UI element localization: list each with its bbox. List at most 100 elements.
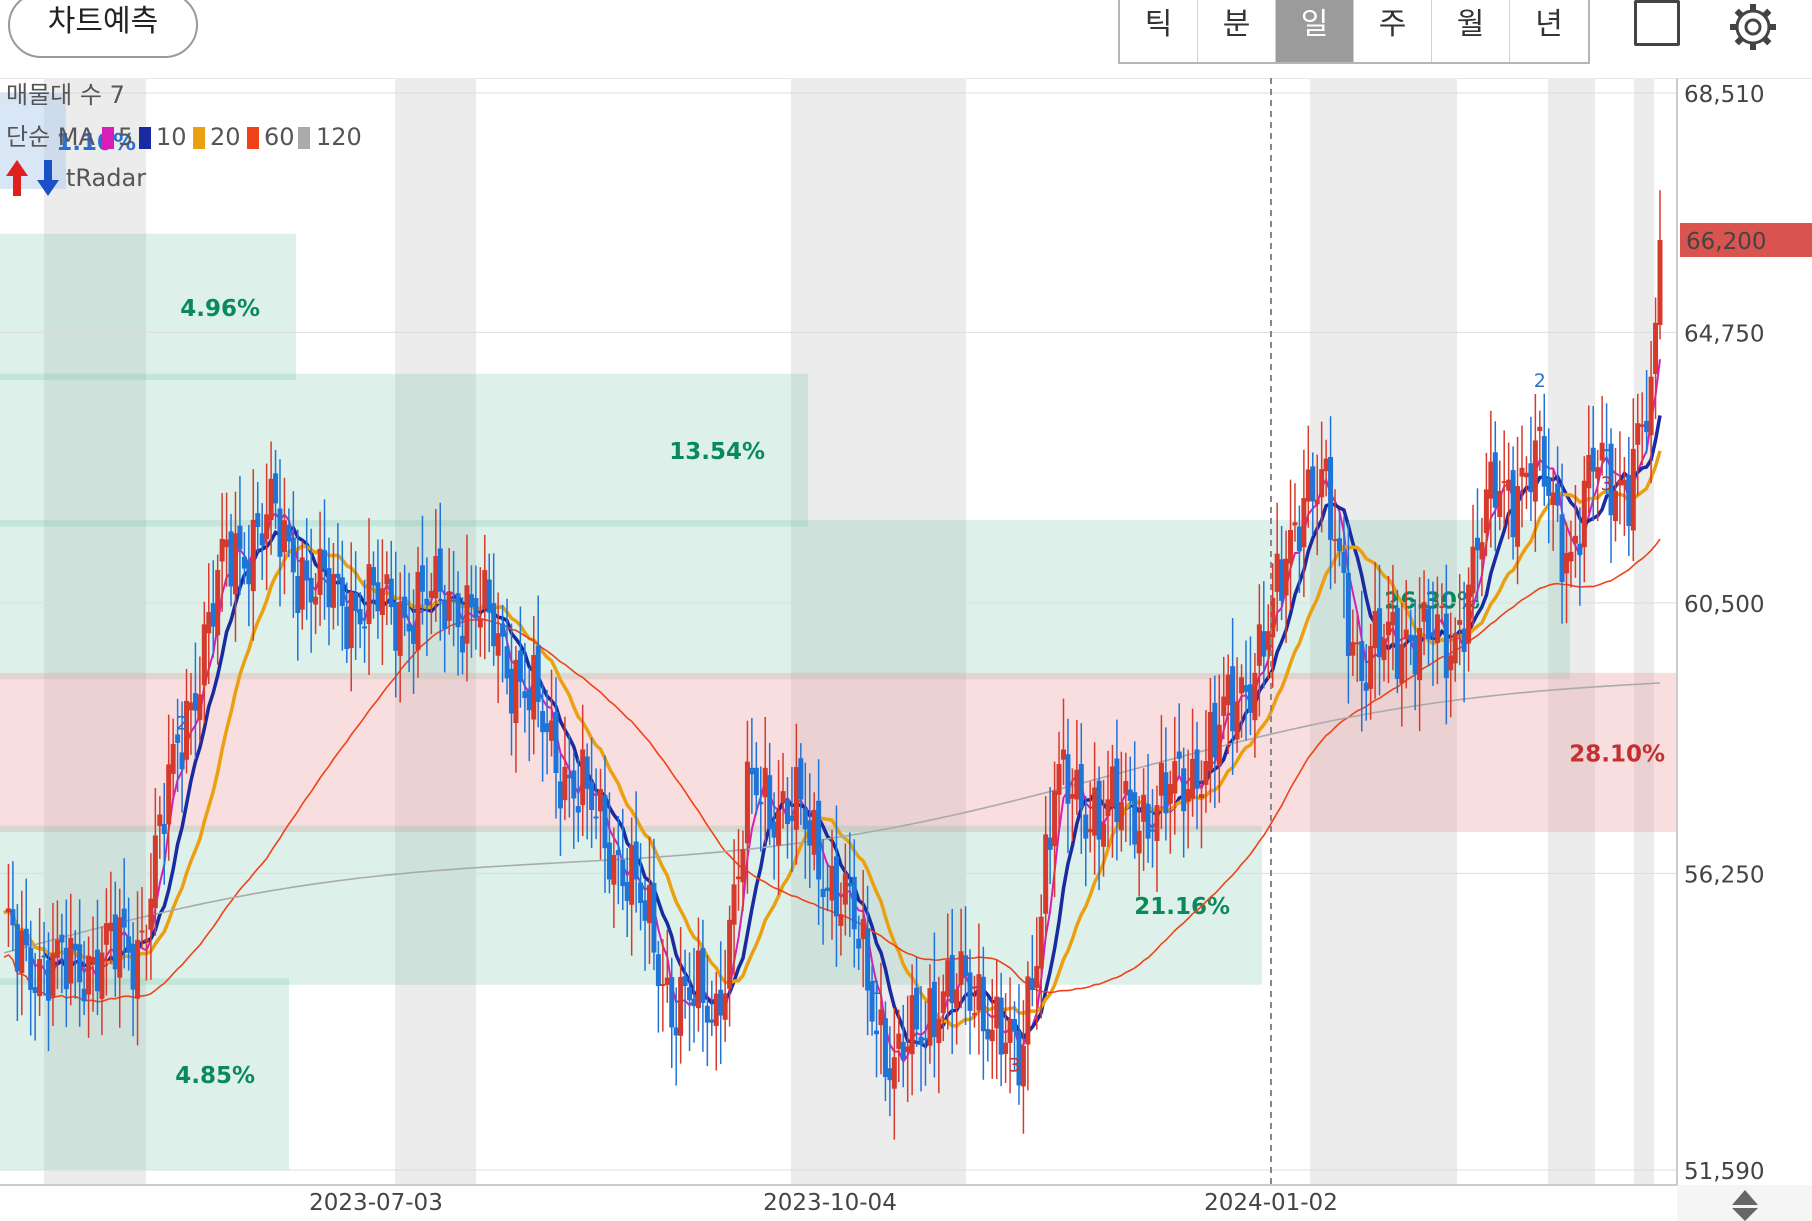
candle-body [250,519,256,592]
candle-body [633,841,639,880]
candle-body [370,567,376,586]
candle-body [1190,758,1196,799]
candle-body [931,981,937,1038]
candle-body [1265,631,1271,651]
candle-body [72,943,78,951]
period-tabs: 틱 분 일 주 월 년 [1118,0,1590,64]
candle-body [1492,452,1498,508]
candle-body [322,550,328,570]
candle-body [1243,685,1249,692]
candle-body [1194,749,1200,789]
ma10-label: 10 [156,123,187,151]
tab-minute[interactable]: 분 [1198,0,1276,62]
tab-week[interactable]: 주 [1354,0,1432,62]
candle-body [1354,642,1360,645]
volume-profile-label: 매물대 수 7 [6,81,125,109]
candle-body [1283,558,1289,596]
candle-body [23,928,29,946]
candle-body [1274,553,1280,592]
tab-year[interactable]: 년 [1535,7,1563,42]
candle-body [63,947,69,990]
candle-body [549,720,555,741]
candle-body [339,577,345,607]
gear-icon[interactable] [1726,0,1780,54]
candle-body [362,626,368,629]
candle-body [1506,479,1512,491]
candle-body [344,606,350,650]
candle-body [192,693,198,711]
candle-body [406,623,412,632]
square-icon[interactable] [1634,0,1680,46]
candle-body [687,987,693,1001]
candle-body [776,810,782,846]
candle-body [865,928,871,991]
candle-body [976,974,982,1011]
candle-body [1408,634,1414,641]
candle-body [188,702,194,711]
chart-predict-button[interactable]: 차트예측 [8,0,198,58]
candle-body [669,977,675,1028]
candle-body [1203,761,1209,785]
candle-body [1003,1042,1009,1054]
candle-body [971,1013,977,1016]
scroll-down-icon[interactable] [1732,1208,1758,1221]
candle-body [1101,823,1107,847]
candle-body [1212,702,1218,758]
tab-tick[interactable]: 틱 [1120,0,1198,62]
tab-month[interactable]: 월 [1432,0,1510,62]
radar-marker: 3 [1601,473,1613,495]
candle-body [544,723,550,733]
candle-body [758,801,764,805]
candle-body [1421,602,1427,622]
candle-body [468,594,474,608]
candle-body [402,596,408,618]
current-price-label: 66,200 [1686,229,1766,255]
candle-body [1052,790,1058,847]
price-chart[interactable]: 1.10%4.96%13.54%26.30%28.10%21.16%4.85% … [0,78,1812,1221]
volume-profile-bar [0,233,296,381]
candle-body [379,588,385,615]
candle-body [553,711,559,773]
candle-body [1559,514,1565,583]
volume-profile-bar [0,373,808,527]
candle-body [1034,966,1040,988]
candle-body [1541,436,1547,487]
candle-body [1145,803,1151,839]
candle-body [1497,490,1503,518]
candle-body [1617,480,1623,486]
candle-body [557,781,563,809]
candle-body [1319,469,1325,498]
y-tick-label: 60,500 [1684,592,1764,618]
candle-body [286,524,292,542]
candle-body [1114,758,1120,823]
candle-body [535,645,541,702]
tab-day[interactable]: 일 [1276,0,1354,62]
radar-marker: 2 [1534,370,1546,392]
month-band [1634,78,1654,1185]
candle-body [184,700,190,760]
candle-body [117,917,123,978]
candle-body [353,593,359,611]
candle-body [571,770,577,799]
candle-body [1234,701,1240,740]
candle-body [1532,440,1538,502]
candle-body [1572,535,1578,544]
candle-body [1363,682,1369,691]
candle-body [246,561,252,585]
candle-body [1279,559,1285,601]
candle-body [940,991,946,1014]
y-tick-label: 51,590 [1684,1159,1764,1185]
candle-body [1239,677,1245,694]
candle-body [914,987,920,1030]
candle-body [1394,607,1400,679]
ma120-swatch [298,127,310,149]
candle-body [1443,613,1449,679]
candle-body [326,568,332,608]
candle-body [1439,606,1445,609]
candle-body [1586,455,1592,489]
candle-body [856,938,862,949]
candle-body [1377,608,1383,658]
candle-body [112,914,118,970]
scroll-up-icon[interactable] [1732,1190,1758,1205]
candle-body [259,533,265,546]
